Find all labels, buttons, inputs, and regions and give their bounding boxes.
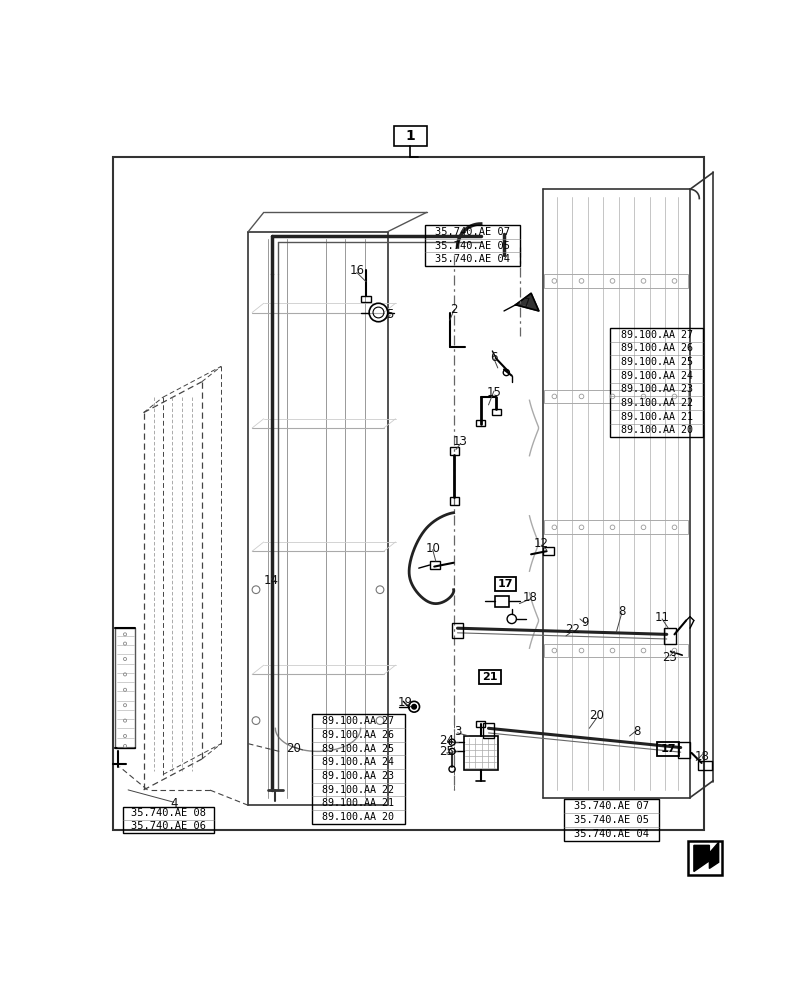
Text: 1: 1 (406, 129, 415, 143)
Text: 9: 9 (582, 616, 589, 629)
Bar (545, 520, 688, 534)
Text: 12: 12 (534, 537, 549, 550)
Text: 89.100.AA 26: 89.100.AA 26 (322, 730, 394, 740)
Bar (394, 126, 427, 146)
Bar (361, 296, 371, 302)
Bar (479, 670, 501, 684)
Polygon shape (516, 293, 539, 311)
Text: 8: 8 (618, 605, 625, 618)
Text: 35.740.AE 06: 35.740.AE 06 (131, 821, 206, 831)
Text: 17: 17 (661, 744, 676, 754)
Text: 17: 17 (498, 579, 513, 589)
Text: 35.740.AE 05: 35.740.AE 05 (435, 241, 510, 251)
Text: 18: 18 (523, 591, 538, 604)
Text: 7: 7 (524, 297, 531, 310)
Bar (494, 596, 509, 607)
Bar (494, 577, 516, 591)
Text: 22: 22 (565, 623, 579, 636)
Bar (543, 547, 553, 555)
Bar (115, 628, 135, 748)
Text: 89.100.AA 21: 89.100.AA 21 (621, 412, 692, 422)
Text: 89.100.AA 27: 89.100.AA 27 (322, 716, 394, 726)
Bar (610, 328, 703, 437)
Text: 89.100.AA 26: 89.100.AA 26 (621, 343, 692, 353)
Bar (565, 799, 659, 841)
Text: 13: 13 (453, 435, 468, 448)
Bar (112, 157, 704, 830)
Bar (430, 561, 440, 569)
Polygon shape (694, 842, 718, 872)
Bar (545, 644, 688, 657)
Circle shape (412, 704, 416, 709)
Bar (450, 447, 459, 455)
Text: 35.740.AE 07: 35.740.AE 07 (435, 227, 510, 237)
Text: 35.740.AE 07: 35.740.AE 07 (574, 801, 649, 811)
Bar (491, 409, 501, 415)
Bar (450, 497, 459, 505)
Text: 89.100.AA 25: 89.100.AA 25 (621, 357, 692, 367)
Text: 14: 14 (264, 574, 279, 587)
Text: 5: 5 (386, 308, 393, 321)
Bar (452, 623, 463, 638)
Text: 35.740.AE 04: 35.740.AE 04 (435, 254, 510, 264)
Text: 23: 23 (663, 651, 677, 664)
Text: 15: 15 (486, 386, 501, 399)
Bar (123, 807, 214, 833)
Text: 89.100.AA 20: 89.100.AA 20 (621, 425, 692, 435)
Bar (678, 742, 690, 758)
Bar (545, 274, 688, 288)
Bar (688, 841, 722, 875)
Text: 4: 4 (170, 797, 178, 810)
Text: 3: 3 (454, 725, 461, 738)
Bar (483, 723, 494, 738)
Text: 24: 24 (440, 734, 454, 747)
Text: 89.100.AA 27: 89.100.AA 27 (621, 330, 692, 340)
Bar (545, 389, 688, 403)
Text: 89.100.AA 24: 89.100.AA 24 (621, 371, 692, 381)
Text: 25: 25 (440, 745, 454, 758)
Text: 89.100.AA 21: 89.100.AA 21 (322, 798, 394, 808)
Text: 89.100.AA 22: 89.100.AA 22 (621, 398, 692, 408)
Text: 35.740.AE 08: 35.740.AE 08 (131, 808, 206, 818)
Bar (698, 761, 712, 770)
Bar (658, 742, 680, 756)
Text: 2: 2 (450, 303, 457, 316)
Text: 18: 18 (695, 750, 710, 763)
Text: 89.100.AA 23: 89.100.AA 23 (621, 384, 692, 394)
Text: 20: 20 (590, 709, 604, 722)
Text: 21: 21 (482, 672, 498, 682)
Text: 11: 11 (654, 611, 670, 624)
Bar (476, 721, 486, 727)
Text: 6: 6 (490, 351, 498, 364)
Bar (476, 420, 486, 426)
Text: 89.100.AA 22: 89.100.AA 22 (322, 785, 394, 795)
Text: 10: 10 (425, 542, 440, 555)
Text: 16: 16 (349, 264, 364, 277)
Text: 89.100.AA 23: 89.100.AA 23 (322, 771, 394, 781)
Bar (425, 225, 520, 266)
Text: 89.100.AA 25: 89.100.AA 25 (322, 744, 394, 754)
Bar (464, 736, 498, 770)
Text: 89.100.AA 24: 89.100.AA 24 (322, 757, 394, 767)
Text: 19: 19 (398, 696, 412, 709)
Text: 35.740.AE 04: 35.740.AE 04 (574, 829, 649, 839)
Bar (312, 714, 405, 824)
Text: 8: 8 (633, 725, 641, 738)
Text: 20: 20 (286, 742, 301, 755)
Text: 89.100.AA 20: 89.100.AA 20 (322, 812, 394, 822)
Bar (663, 628, 676, 644)
Text: 35.740.AE 05: 35.740.AE 05 (574, 815, 649, 825)
